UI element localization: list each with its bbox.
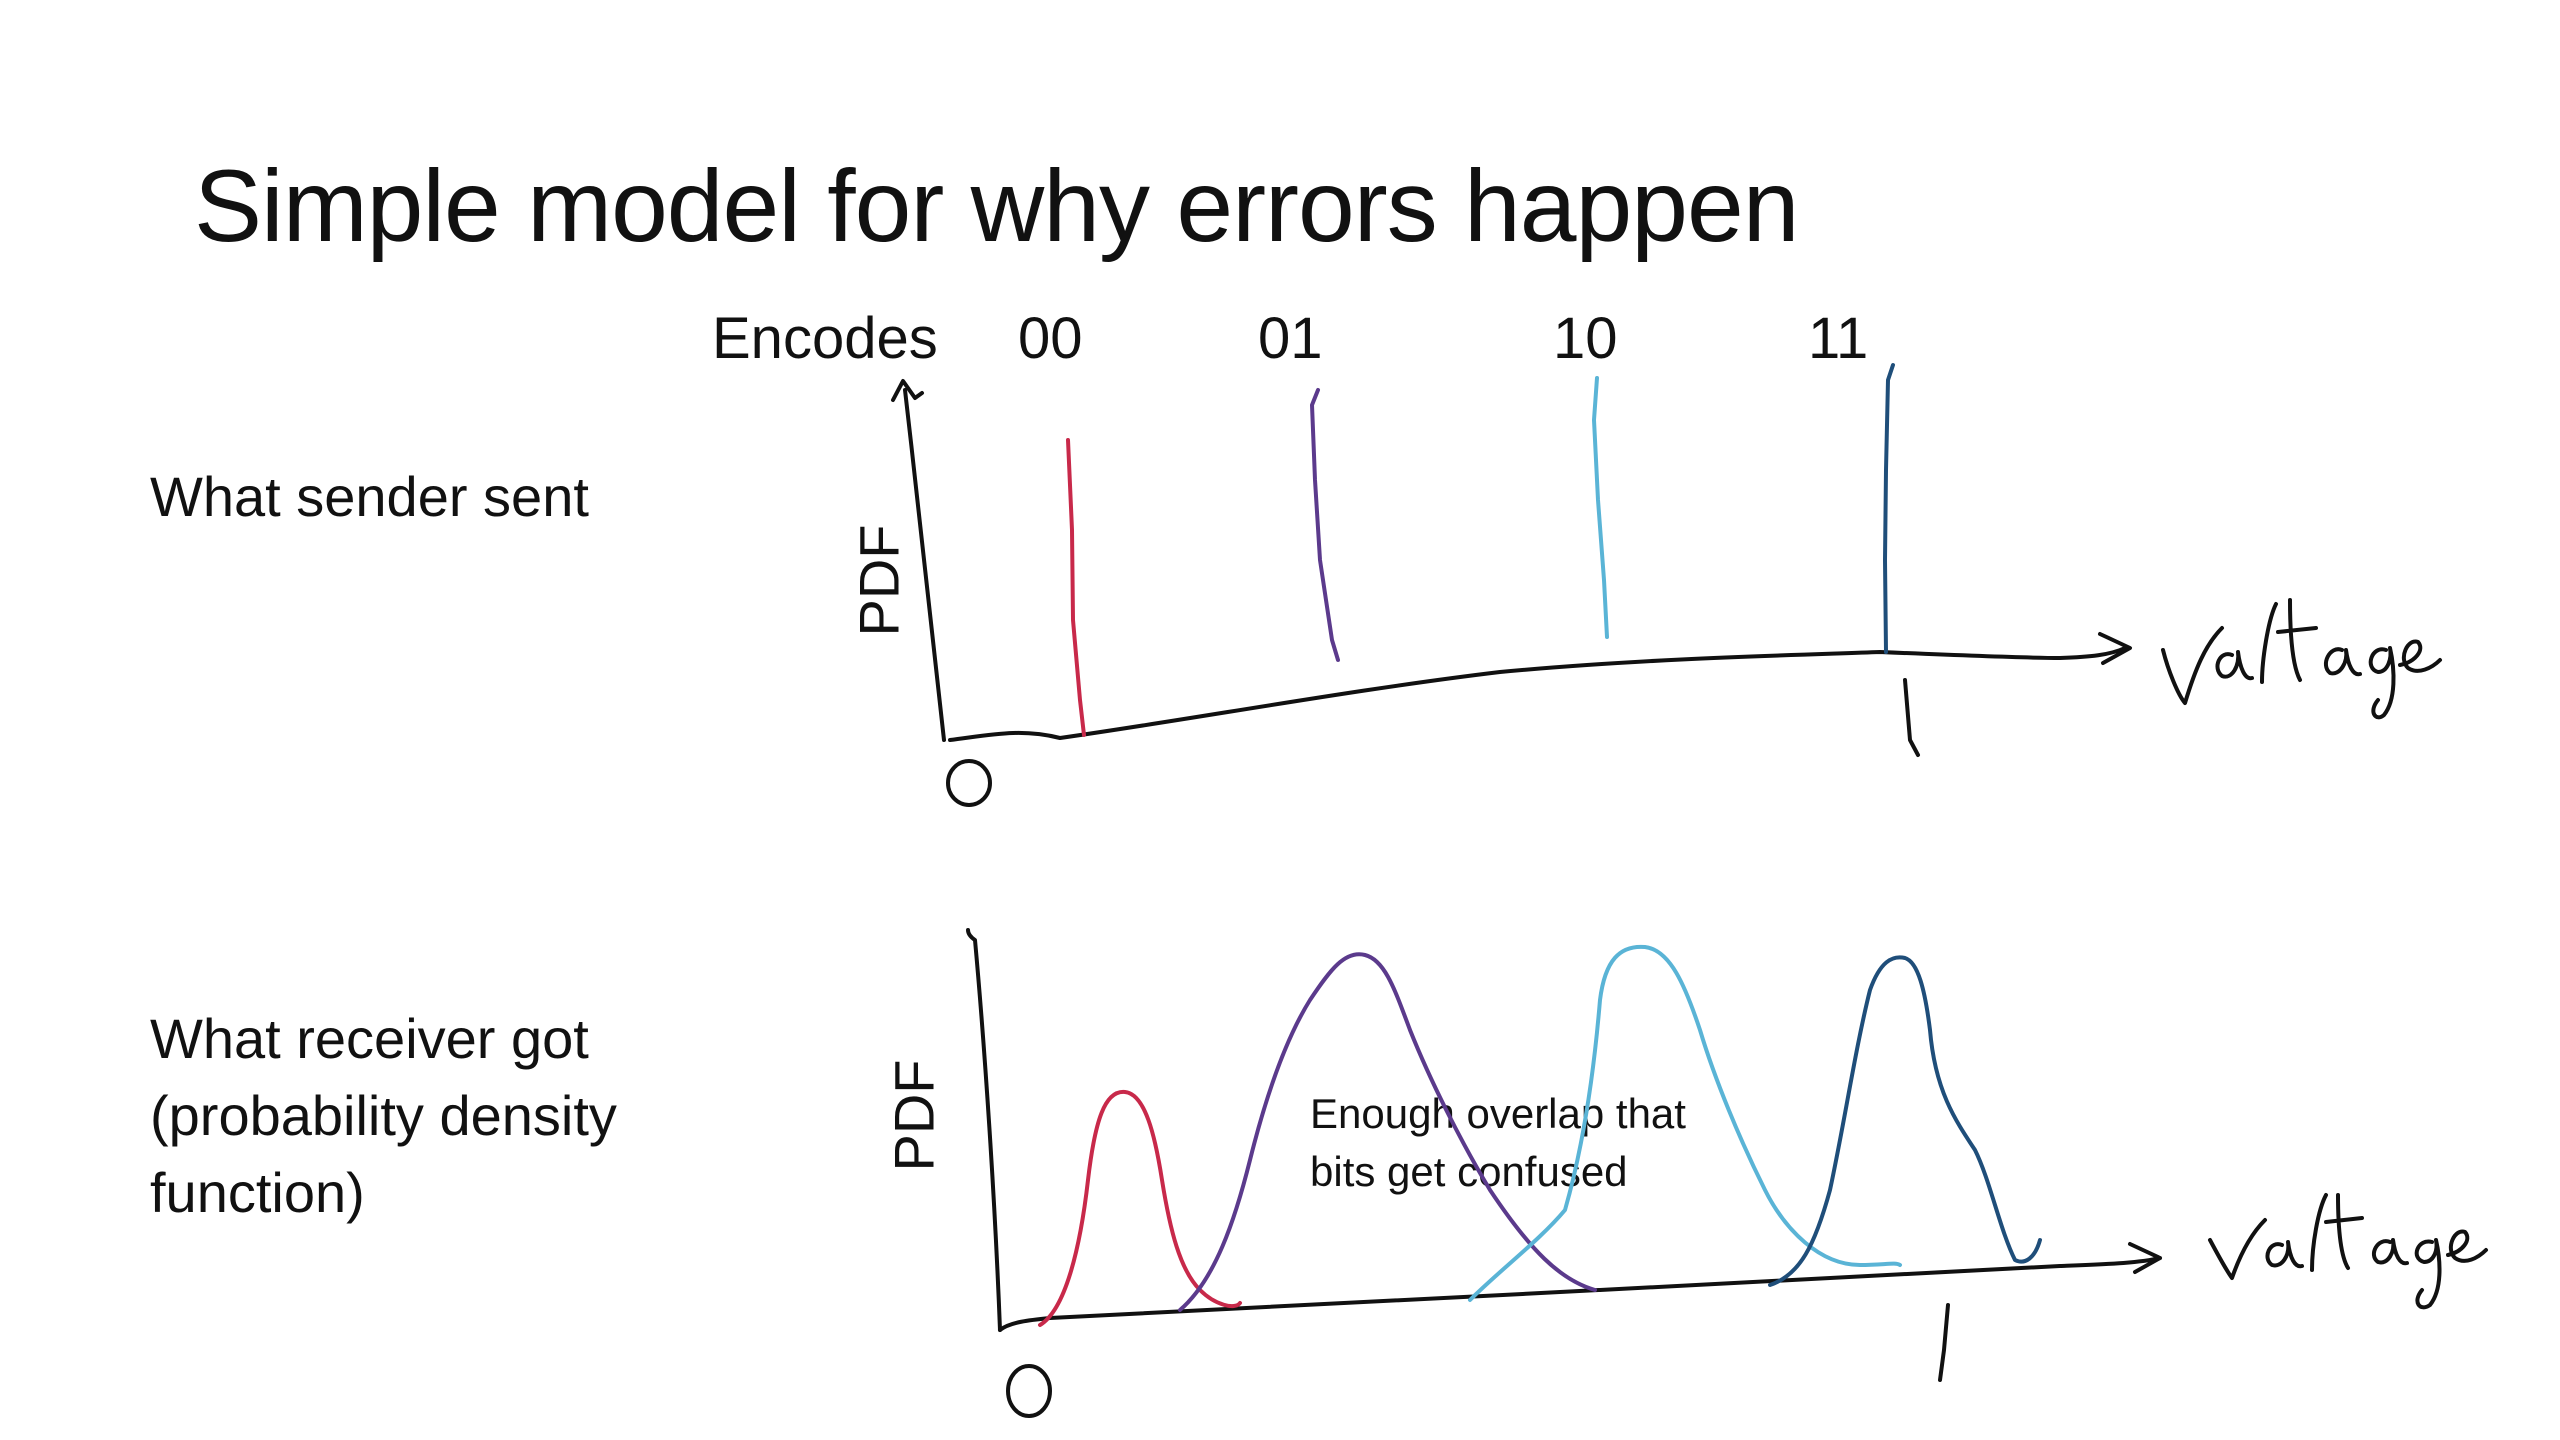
top-x-origin-mark (946, 759, 992, 807)
pulse-11 (1883, 363, 1895, 654)
pdf-curve-11 (1768, 955, 2042, 1287)
pdf-curve-10 (1468, 944, 1902, 1302)
pulse-01 (1310, 388, 1340, 662)
receiver-label-line-1: What receiver got (150, 1007, 589, 1070)
code-label-01: 01 (1258, 306, 1323, 371)
encodes-label: Encodes (712, 306, 938, 371)
top-x-one-mark (1903, 678, 1920, 757)
top-axes (891, 379, 2132, 807)
code-label-00: 00 (1018, 306, 1083, 371)
overlap-note: Enough overlap that bits get confused (1310, 1085, 1686, 1201)
sender-label: What sender sent (150, 465, 589, 528)
slide-title: Simple model for why errors happen (194, 149, 1799, 263)
overlap-note-line-1: Enough overlap that (1310, 1090, 1686, 1137)
bottom-y-axis (966, 928, 1002, 1332)
top-x-axis (948, 632, 2132, 742)
bottom-x-origin-mark (1006, 1364, 1052, 1418)
bottom-x-one-mark (1938, 1303, 1950, 1382)
pdf-curve-01 (1178, 952, 1597, 1312)
code-label-10: 10 (1553, 306, 1618, 371)
bottom-voltage-handwritten (2208, 1193, 2488, 1310)
top-voltage-handwritten (2161, 598, 2442, 720)
bottom-x-axis (998, 1242, 2162, 1332)
receiver-label-line-2: (probability density (150, 1084, 617, 1147)
bottom-axes (966, 928, 2162, 1418)
pdf-curve-00 (1038, 1089, 1242, 1327)
code-label-11: 11 (1808, 306, 1869, 371)
receiver-label-line-3: function) (150, 1161, 365, 1224)
pulse-10 (1592, 376, 1609, 639)
pulse-00 (1066, 438, 1086, 737)
top-y-axis (891, 379, 946, 742)
